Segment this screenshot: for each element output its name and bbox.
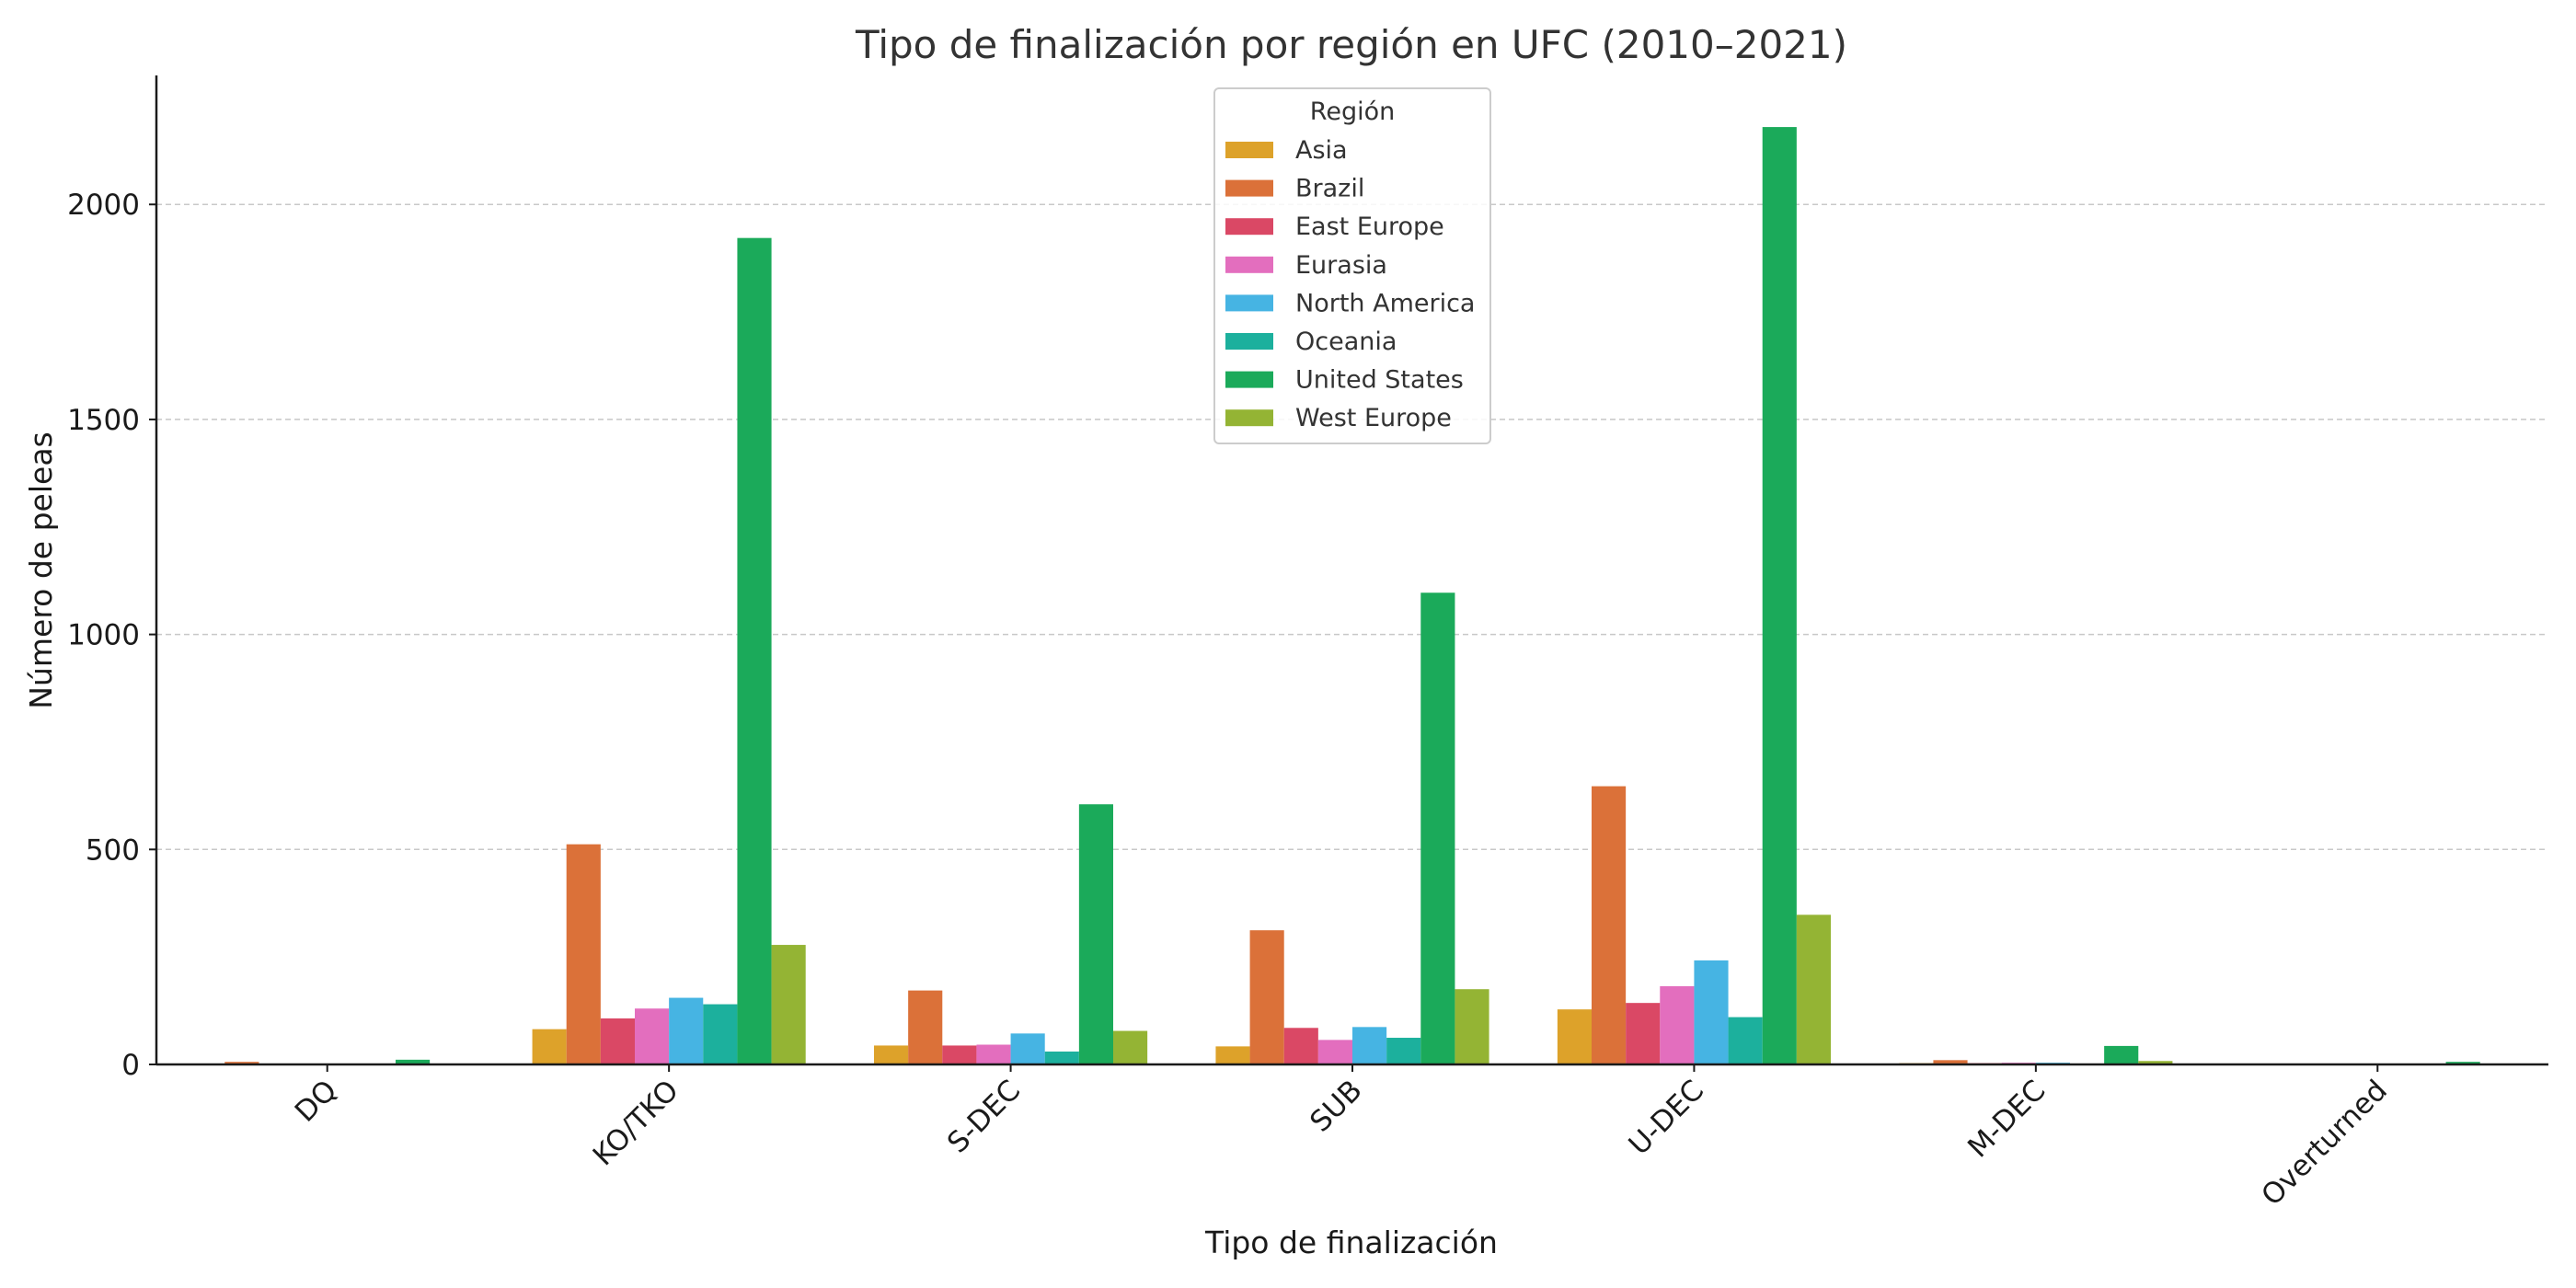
chart-title: Tipo de finalización por región en UFC (…: [855, 22, 1847, 67]
bar: [976, 1044, 1011, 1064]
legend-swatch: [1225, 409, 1273, 427]
bar: [1796, 914, 1831, 1064]
x-ticks: DQ KO/TKO S-DEC SUB U-DEC M-DEC Overturned: [289, 1064, 2394, 1213]
legend-swatch: [1225, 256, 1273, 273]
legend-box: [1213, 87, 1491, 444]
bar: [635, 1008, 670, 1064]
y-tick-label: 500: [86, 834, 140, 867]
bar: [224, 1062, 259, 1064]
legend-label: Brazil: [1295, 175, 1364, 203]
bar: [1557, 1009, 1592, 1064]
y-tick-label: 2000: [67, 189, 140, 222]
bar: [1044, 1051, 1079, 1064]
bar: [1455, 989, 1489, 1064]
y-tick-label: 0: [121, 1049, 140, 1082]
bar: [1283, 1028, 1318, 1064]
bar: [703, 1004, 738, 1064]
bar: [1728, 1017, 1763, 1064]
bar: [737, 237, 772, 1064]
bar: [600, 1018, 635, 1064]
bar: [1762, 127, 1797, 1064]
bar: [2104, 1045, 2139, 1064]
bar: [1010, 1033, 1045, 1064]
x-tick-label: S-DEC: [941, 1074, 1027, 1159]
legend-label: Oceania: [1295, 328, 1397, 356]
legend-items: Asia Brazil East Europe Eurasia North Americ…: [1225, 136, 1475, 432]
bar: [1386, 1038, 1421, 1064]
legend-swatch: [1225, 218, 1273, 236]
x-tick-label: SUB: [1304, 1074, 1368, 1138]
bar: [1592, 786, 1627, 1064]
bar: [396, 1059, 431, 1064]
bar: [566, 844, 601, 1064]
x-tick-label: KO/TKO: [587, 1074, 685, 1172]
legend-label: East Europe: [1295, 213, 1444, 241]
x-tick-label: U-DEC: [1623, 1074, 1710, 1161]
legend-swatch: [1225, 179, 1273, 197]
bar: [771, 945, 806, 1064]
y-tick-label: 1000: [67, 619, 140, 652]
legend-label: North America: [1295, 289, 1475, 317]
bar: [942, 1045, 977, 1064]
bar: [1933, 1060, 1968, 1064]
legend-label: Eurasia: [1295, 251, 1387, 280]
bar: [1113, 1030, 1148, 1064]
legend: Región Asia Brazil East Europe Eurasia North…: [1213, 87, 1491, 444]
legend-swatch: [1225, 142, 1273, 158]
bar: [1352, 1027, 1387, 1064]
bar: [874, 1045, 909, 1064]
bar: [1694, 960, 1729, 1064]
bars: [190, 127, 2514, 1064]
bar: [2138, 1061, 2173, 1064]
bar: [1660, 985, 1695, 1064]
legend-label: Asia: [1295, 136, 1348, 165]
x-tick-label: Overturned: [2255, 1074, 2394, 1213]
x-tick-label: M-DEC: [1961, 1074, 2052, 1164]
bar: [1249, 930, 1284, 1064]
legend-swatch: [1225, 371, 1273, 388]
y-axis-label: Número de peleas: [23, 431, 59, 708]
bar: [1420, 592, 1455, 1064]
y-tick-label: 1500: [67, 404, 140, 437]
bar: [908, 990, 943, 1064]
bar: [1626, 1003, 1661, 1064]
x-tick-label: DQ: [289, 1074, 344, 1129]
bar: [532, 1029, 567, 1064]
legend-title: Región: [1310, 98, 1395, 126]
bar: [1317, 1040, 1352, 1064]
legend-label: United States: [1295, 366, 1464, 395]
bar: [2445, 1062, 2480, 1064]
bar: [1215, 1046, 1250, 1064]
legend-label: West Europe: [1295, 404, 1452, 432]
y-ticks: 0 500 1000 1500 2000: [67, 189, 156, 1082]
bar: [1078, 804, 1113, 1064]
legend-swatch: [1225, 294, 1273, 312]
x-axis-label: Tipo de finalización: [1204, 1225, 1498, 1260]
bar: [669, 997, 704, 1064]
legend-swatch: [1225, 333, 1273, 350]
